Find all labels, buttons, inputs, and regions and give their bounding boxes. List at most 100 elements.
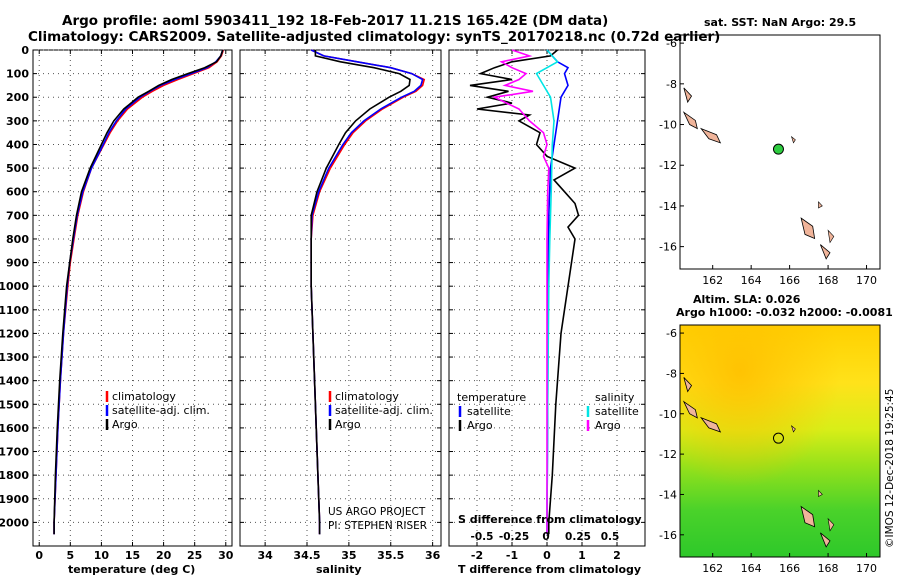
maps: 162 164 166 168 170-6-8-10-12-14-16 162 164 16… <box>659 34 881 575</box>
sst-map-lat-label: -16 <box>659 241 677 254</box>
salinity-series-satellite-adj-clim- <box>310 49 424 535</box>
sla-map-lat-label: -12 <box>659 448 677 461</box>
diff-legend-label: satellite <box>467 405 511 418</box>
diff-legend-title-t: temperature <box>457 391 526 404</box>
difference-xtick-label: 0 <box>543 549 551 562</box>
sst-map-lat-label: -12 <box>659 159 677 172</box>
temperature-panel: 0 5 10 15 20 25 300100200300400500600700800900… <box>0 44 234 562</box>
sst-map-lat-label: -14 <box>659 200 677 213</box>
temperature-series-argo <box>53 49 224 535</box>
sst-map-island <box>800 217 816 240</box>
salinity-xtick-label: 35.5 <box>377 549 404 562</box>
diff-legend-label: satellite <box>595 405 639 418</box>
difference-panel: -2 -1 0 1 2 -0.5 -0.25 0 0.25 0.5 temperature salin… <box>448 49 646 562</box>
sla-map-lon-label: 164 <box>741 562 762 575</box>
depth-tick-label: 2000 <box>0 516 29 529</box>
sla-map-island <box>790 425 796 433</box>
sst-map-lon-label: 162 <box>702 274 723 287</box>
difference-xtick-label: 1 <box>578 549 586 562</box>
temperature-series-satellite-adj-clim- <box>53 49 224 535</box>
difference-series-t-satellite <box>546 49 570 535</box>
sla-map-lat-label: -6 <box>666 327 677 340</box>
depth-tick-label: 700 <box>6 209 29 222</box>
salinity-xtick-label: 36 <box>425 549 441 562</box>
sla-map-lon-label: 168 <box>818 562 839 575</box>
sst-map-lon-label: 170 <box>856 274 877 287</box>
temperature-series-climatology <box>53 49 225 535</box>
difference-top-tick-label: 0.25 <box>565 531 591 543</box>
depth-tick-label: 800 <box>6 233 29 246</box>
temperature-xtick-label: 25 <box>187 549 202 562</box>
depth-tick-label: 200 <box>6 91 29 104</box>
depth-tick-label: 1800 <box>0 469 29 482</box>
sla-map-lat-label: -8 <box>666 367 677 380</box>
depth-tick-label: 1100 <box>0 304 29 317</box>
diff-legend-title-s: salinity <box>595 391 635 404</box>
temperature-xtick-label: 20 <box>156 549 172 562</box>
difference-xtick-label: -1 <box>506 549 518 562</box>
difference-xtick-label: 2 <box>613 549 621 562</box>
sla-map-island <box>699 416 722 433</box>
sst-map-island <box>699 127 722 144</box>
sst-map-title: sat. SST: NaN Argo: 29.5 <box>704 16 857 29</box>
salinity-series-climatology <box>310 49 426 535</box>
depth-tick-label: 900 <box>6 257 29 270</box>
sla-map-title-1: Altim. SLA: 0.026 <box>693 293 801 306</box>
temperature-xtick-label: 5 <box>66 549 74 562</box>
difference-top-tick-label: 0 <box>542 531 549 543</box>
depth-tick-label: 600 <box>6 186 29 199</box>
sla-map-lat-label: -16 <box>659 529 677 542</box>
sst-map-island <box>683 87 693 104</box>
salinity-xtick-label: 35 <box>341 549 356 562</box>
depth-tick-label: 0 <box>21 44 29 57</box>
sla-map-lon-label: 166 <box>779 562 800 575</box>
sst-map-island <box>820 244 831 260</box>
sla-map-island <box>820 532 831 548</box>
difference-xlabel-top: S difference from climatology <box>458 513 642 526</box>
depth-tick-label: 1200 <box>0 327 29 340</box>
temperature-xlabel: temperature (deg C) <box>68 563 196 576</box>
difference-top-tick-label: -0.5 <box>471 531 494 543</box>
depth-tick-label: 500 <box>6 162 29 175</box>
salinity-legend-label: Argo <box>335 418 361 431</box>
depth-tick-label: 400 <box>6 138 29 151</box>
depth-tick-label: 300 <box>6 115 29 128</box>
sst-map-float-marker <box>772 143 784 155</box>
sst-map: 162 164 166 168 170 -6 -8 -10 -12 -14 -16 <box>659 34 881 287</box>
sla-map-island <box>800 505 816 528</box>
project-credit: US ARGO PROJECT <box>328 506 426 518</box>
sla-map-title-2: Argo h1000: -0.032 h2000: -0.0081 <box>676 306 893 319</box>
sla-map-island <box>682 400 698 419</box>
sst-map-island <box>818 201 823 209</box>
depth-tick-label: 1700 <box>0 446 29 459</box>
sla-map-lon-label: 170 <box>856 562 877 575</box>
temperature-frame <box>32 49 233 547</box>
sla-map-lat-label: -10 <box>659 408 677 421</box>
difference-series-s-argo <box>491 49 550 535</box>
salinity-xtick-label: 34 <box>257 549 273 562</box>
temperature-legend-label: climatology <box>112 390 176 403</box>
temperature-xtick-label: 30 <box>218 549 234 562</box>
depth-tick-label: 1300 <box>0 351 29 364</box>
sst-map-lat-label: -8 <box>666 78 677 91</box>
salinity-xlabel: salinity <box>316 563 362 576</box>
temperature-legend-label: satellite-adj. clim. <box>112 404 210 417</box>
sst-map-island <box>682 111 698 130</box>
sst-map-lon-label: 166 <box>779 274 800 287</box>
sst-map-lat-label: -10 <box>659 119 677 132</box>
pi-credit: PI: STEPHEN RISER <box>328 520 428 532</box>
difference-xlabel: T difference from climatology <box>458 563 642 576</box>
salinity-legend-label: climatology <box>335 390 399 403</box>
sla-map-island <box>818 489 823 497</box>
plot-title-line1: Argo profile: aoml 5903411_192 18-Feb-20… <box>62 13 609 29</box>
temperature-xtick-label: 15 <box>125 549 140 562</box>
salinity-legend-label: satellite-adj. clim. <box>335 404 433 417</box>
depth-tick-label: 1600 <box>0 422 29 435</box>
difference-xtick-label: -2 <box>471 549 483 562</box>
sla-map-island <box>827 517 835 532</box>
depth-tick-label: 100 <box>6 68 29 81</box>
sst-map-island <box>790 135 796 144</box>
sst-map-island <box>827 229 835 244</box>
sla-map-lat-label: -14 <box>659 488 677 501</box>
sst-map-lon-label: 168 <box>818 274 839 287</box>
